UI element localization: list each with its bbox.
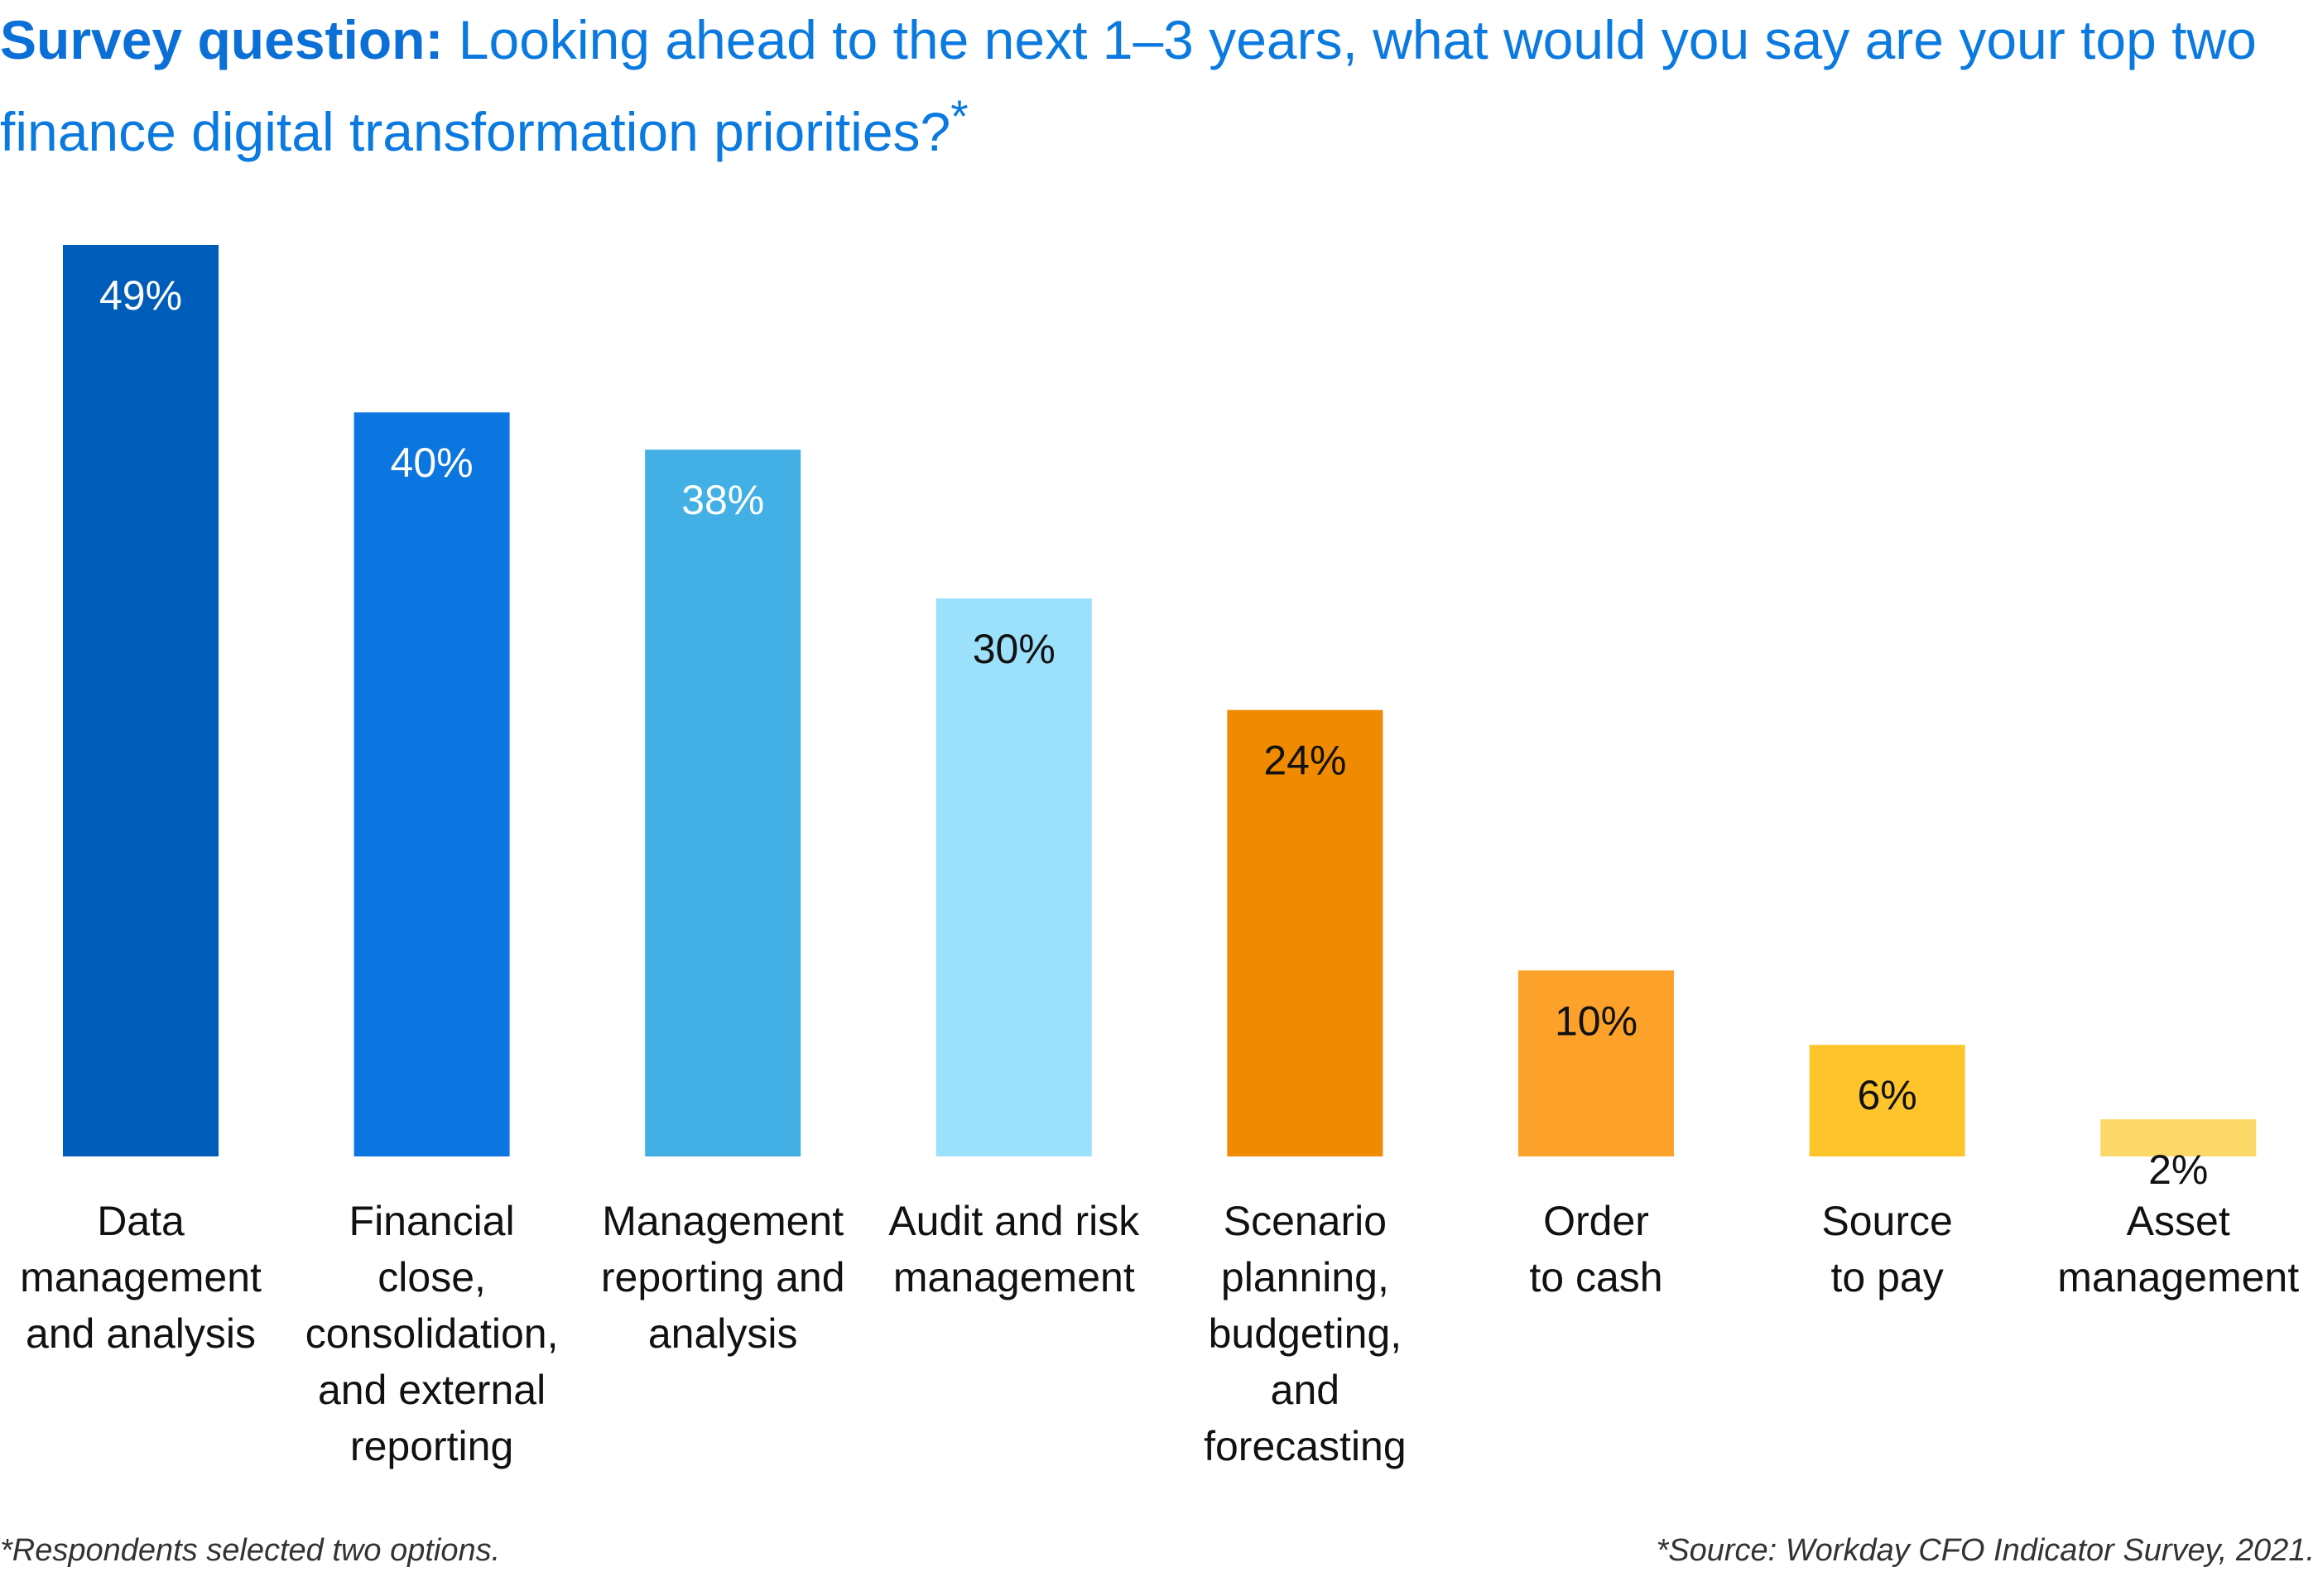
bar-value-label-2: 40% [391,440,474,486]
category-label-line: planning, [1221,1254,1389,1300]
category-label-line: budgeting, [1209,1310,1402,1357]
bar-value-label-4: 30% [973,626,1056,672]
category-label-6: Order to cash [1529,1198,1662,1300]
category-label-line: management [2057,1254,2299,1300]
bar-7 [1809,1045,1965,1156]
category-label-line: to pay [1830,1254,1943,1300]
bar-4 [935,598,1092,1156]
category-label-line: management [893,1254,1135,1300]
category-label-line: reporting [350,1423,513,1469]
bar-2 [353,412,510,1156]
chart-title: Survey question: Looking ahead to the ne… [0,2,2285,170]
category-label-line: Source [1821,1198,1952,1244]
bar-value-label-7: 6% [1857,1072,1916,1118]
category-label-line: management [20,1254,262,1300]
category-label-line: Financial [349,1198,515,1244]
category-label-line: Audit and risk [888,1198,1140,1244]
category-label-line: Order [1543,1198,1649,1244]
category-label-3: Management reporting and analysis [601,1198,845,1357]
category-label-7: Source to pay [1821,1198,1952,1300]
bar-6 [1518,970,1674,1156]
category-label-line: and external [318,1367,546,1413]
category-label-8: Asset management [2057,1198,2299,1300]
category-label-2: Financial close, consolidation, and externa… [305,1198,559,1469]
survey-question-lead: Survey question: [0,9,444,70]
category-label-line: Data [97,1198,185,1244]
bar-value-label-1: 49% [99,272,182,319]
category-label-line: Asset [2127,1198,2230,1244]
category-label-line: Scenario [1224,1198,1387,1244]
category-label-line: and [1271,1367,1339,1413]
bar-1 [63,245,219,1156]
title-asterisk: * [950,90,969,142]
category-label-line: forecasting [1204,1423,1407,1469]
category-label-line: reporting and [601,1254,845,1300]
bar-8 [2100,1119,2257,1156]
category-label-line: analysis [648,1310,798,1357]
category-label-1: Data management and analysis [20,1198,262,1357]
bar-3 [645,449,801,1156]
category-label-line: and analysis [26,1310,256,1357]
bar-value-label-3: 38% [681,477,764,523]
category-label-4: Audit and risk management [888,1198,1140,1300]
footnote-source: *Source: Workday CFO Indicator Survey, 2… [1656,1533,2315,1568]
category-label-line: to cash [1529,1254,1662,1300]
bar-value-label-5: 24% [1263,738,1346,784]
bar-value-label-8: 2% [2148,1147,2208,1193]
bar-5 [1227,709,1383,1156]
category-label-5: Scenario planning, budgeting, and forecastin… [1204,1198,1407,1469]
survey-question-text: Looking ahead to the next 1–3 years, wha… [0,9,2257,162]
bar-value-label-6: 10% [1555,997,1638,1044]
category-label-line: close, [378,1254,486,1300]
category-label-line: consolidation, [305,1310,559,1357]
footnote-respondents: *Respondents selected two options. [0,1533,501,1568]
category-label-line: Management [602,1198,844,1244]
